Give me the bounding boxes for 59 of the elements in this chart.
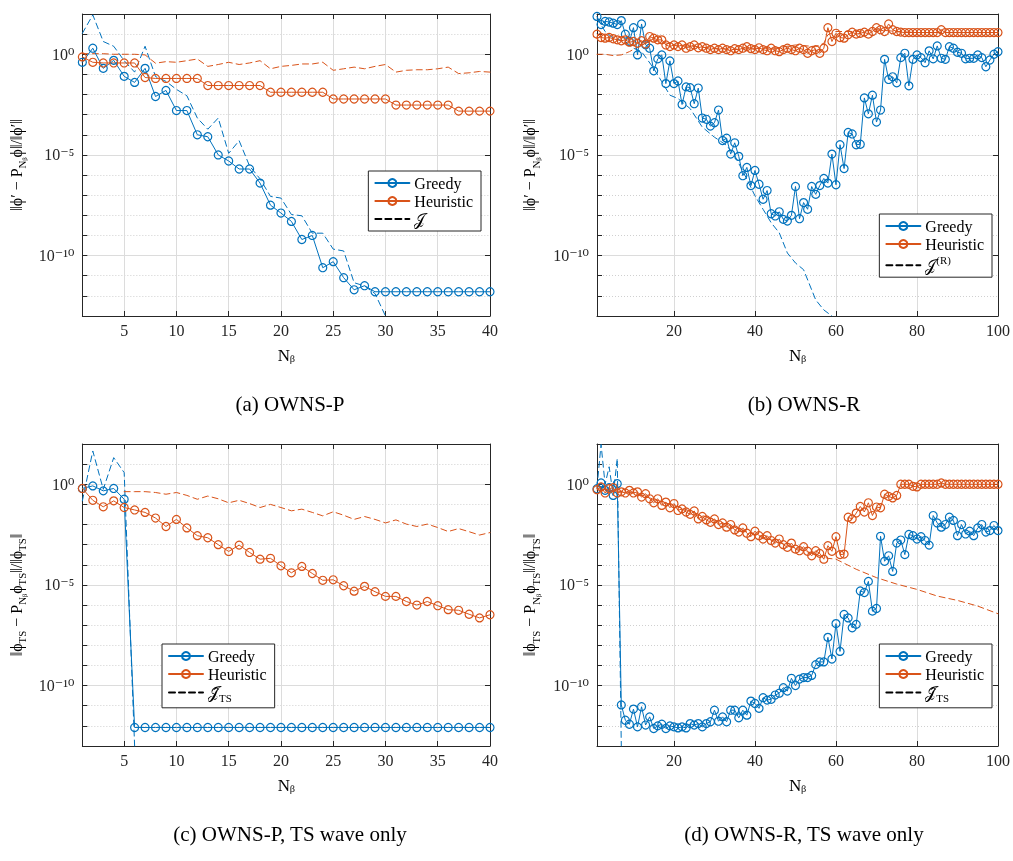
y-tick-label: 10⁻⁵ <box>44 576 75 594</box>
text: ‖ϕTS − PNᵦϕTS‖/‖ϕTS‖ <box>8 533 29 657</box>
x-tick-label: 5 <box>120 321 129 339</box>
x-tick-label: 40 <box>482 751 498 769</box>
x-tick-label: 20 <box>665 321 682 339</box>
y-tick-label: 10⁻¹⁰ <box>38 247 75 265</box>
x-tick-label: 80 <box>908 321 925 339</box>
x-tick-label: 60 <box>827 751 844 769</box>
text: (c) OWNS-P, TS wave only <box>173 821 408 846</box>
x-tick-label: 40 <box>746 321 763 339</box>
x-tick-label: 100 <box>986 751 1010 769</box>
x-tick-label: 10 <box>168 751 185 769</box>
y-tick-label: 10⁻⁵ <box>44 146 75 164</box>
y-tick-label: 10⁻¹⁰ <box>38 677 75 695</box>
text: ‖ϕTS − PNᵦϕTS‖/‖ϕTS‖ <box>521 533 542 657</box>
y-axis-title: ‖ϕ′ − PNᵦϕ‖/‖ϕ′‖ <box>8 119 29 211</box>
x-tick-label: 35 <box>429 321 446 339</box>
x-tick-label: 20 <box>272 751 289 769</box>
y-tick-label: 10⁰ <box>51 45 75 63</box>
y-axis-title: ‖ϕ′ − PNᵦϕ‖/‖ϕ′‖ <box>521 119 542 211</box>
x-tick-label: 20 <box>665 751 682 769</box>
x-tick-label: 80 <box>908 751 925 769</box>
x-axis-title: Nᵦ <box>788 346 807 366</box>
legend-label: Greedy <box>925 647 973 666</box>
y-tick-label: 10⁻⁵ <box>558 576 589 594</box>
text: (b) OWNS-R <box>747 391 861 416</box>
x-tick-label: 5 <box>120 751 129 769</box>
legend-label: Greedy <box>925 217 973 236</box>
legend-label: Heuristic <box>925 235 985 253</box>
legend-label: Heuristic <box>414 192 474 210</box>
text: (d) OWNS-R, TS wave only <box>684 821 925 846</box>
x-tick-label: 25 <box>325 321 342 339</box>
legend-label: 𝒥 <box>414 210 429 229</box>
y-tick-label: 10⁰ <box>566 475 589 493</box>
y-tick-label: 10⁰ <box>51 475 75 493</box>
legend-label: Heuristic <box>925 665 985 683</box>
x-tick-label: 20 <box>272 321 289 339</box>
x-tick-label: 30 <box>377 321 394 339</box>
x-tick-label: 15 <box>220 321 237 339</box>
text: (a) OWNS-P <box>235 391 345 416</box>
y-tick-label: 10⁻⁵ <box>558 146 589 164</box>
x-axis-title: Nᵦ <box>277 346 295 366</box>
x-tick-label: 15 <box>220 751 237 769</box>
x-tick-label: 100 <box>986 321 1010 339</box>
y-tick-label: 10⁰ <box>566 45 589 63</box>
legend-label: Heuristic <box>208 665 267 683</box>
x-tick-label: 30 <box>377 751 394 769</box>
x-axis-title: Nᵦ <box>277 776 295 796</box>
x-axis-title: Nᵦ <box>788 776 807 796</box>
x-tick-label: 25 <box>325 751 342 769</box>
x-tick-label: 40 <box>482 321 498 339</box>
x-tick-label: 35 <box>429 751 446 769</box>
y-tick-label: 10⁻¹⁰ <box>553 677 589 695</box>
x-tick-label: 40 <box>746 751 763 769</box>
x-tick-label: 10 <box>168 321 185 339</box>
legend-label: Greedy <box>414 174 462 193</box>
legend-label: Greedy <box>208 647 256 666</box>
x-tick-label: 60 <box>827 321 844 339</box>
y-tick-label: 10⁻¹⁰ <box>553 247 589 265</box>
